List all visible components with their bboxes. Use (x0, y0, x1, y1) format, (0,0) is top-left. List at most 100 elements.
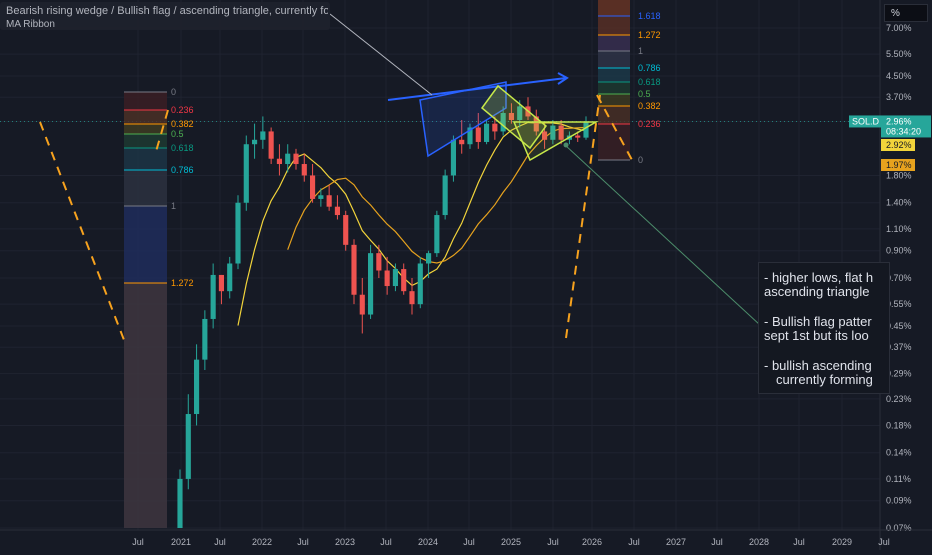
note-pointer-line (329, 13, 433, 96)
note-line: currently forming (776, 372, 873, 387)
fib-band (124, 206, 167, 283)
time-tick-label: Jul (878, 537, 890, 547)
note-line: - bullish ascending (764, 358, 872, 373)
fib-level-label: 1.272 (638, 30, 661, 40)
note-pointer-line (564, 144, 761, 326)
candle-body (492, 123, 498, 132)
price-tick-label: 5.50% (886, 49, 912, 59)
fib-projection-dash (154, 109, 169, 156)
fib-projection-dash (565, 94, 601, 339)
fib-band (124, 170, 167, 206)
fib-level-label: 0.5 (638, 89, 651, 99)
price-tick-label: 0.37% (886, 342, 912, 352)
note-line: - Bullish flag patter (764, 314, 872, 329)
time-tick-label: 2022 (252, 537, 272, 547)
candle-body (575, 135, 581, 138)
fib-projection-dash (39, 121, 125, 341)
fib-band (598, 106, 630, 124)
chart-patterns[interactable] (329, 13, 761, 326)
ma-fast-tag (881, 139, 915, 151)
price-tick-label: 0.29% (886, 369, 912, 379)
fib-retracement-right[interactable]: 1.618 1.272 1 0.786 0.618 0.5 0.382 0.236 0 (598, 0, 661, 165)
price-tick-label: 1.80% (886, 170, 912, 180)
candle-body (276, 158, 282, 165)
fib-level-label: 0 (638, 155, 643, 165)
time-tick-label: 2021 (171, 537, 191, 547)
indicator-name: MA Ribbon (6, 19, 55, 30)
projection-dashes[interactable] (39, 94, 633, 341)
candle-body (293, 153, 299, 165)
symbol-tag (849, 115, 881, 128)
fib-level-label: 0.618 (171, 143, 194, 153)
candle-body (218, 274, 224, 292)
fib-band (124, 148, 167, 170)
fib-band (598, 0, 630, 16)
time-tick-label: Jul (380, 537, 392, 547)
time-tick-label: 2029 (832, 537, 852, 547)
candle-body (508, 112, 514, 120)
candle-body (484, 123, 490, 142)
price-axis[interactable]: 7.00% 5.50% 4.50% 3.70% 2.96% 1.80% 1.40% 1.10%… (879, 0, 932, 550)
candle-body (351, 244, 357, 295)
fib-band (598, 82, 630, 94)
candle-body (268, 131, 274, 159)
time-tick-label: Jul (628, 537, 640, 547)
fib-level-label: 0.236 (638, 119, 661, 129)
price-tick-label: 0.18% (886, 420, 912, 430)
candle-body (227, 263, 233, 292)
price-tick-label: 4.50% (886, 71, 912, 81)
candle-body (459, 139, 465, 145)
chart-legend[interactable]: Bearish rising wedge / Bullish flag / as… (0, 2, 330, 30)
fib-band (124, 124, 167, 134)
fib-band (598, 94, 630, 106)
note-line: - higher lows, flat h (764, 270, 874, 285)
candle-body (177, 478, 183, 528)
idea-title: Bearish rising wedge / Bullish flag / as… (6, 5, 328, 17)
candle-body (384, 270, 390, 287)
ma-slow-line (287, 126, 587, 264)
annotation-note[interactable]: - higher lows, flat h ascending triangle… (758, 262, 890, 394)
candle-body (210, 274, 216, 319)
time-tick-label: 2023 (335, 537, 355, 547)
time-tick-label: 2024 (418, 537, 438, 547)
candle-body (252, 139, 258, 145)
price-tick-label: 0.70% (886, 273, 912, 283)
candle-body (550, 125, 556, 140)
candle-body (334, 206, 340, 216)
fib-band (124, 110, 167, 124)
time-tick-label: 2025 (501, 537, 521, 547)
fib-band (598, 124, 630, 160)
candle-body (542, 131, 548, 140)
scale-toggle-button[interactable]: % (884, 4, 928, 22)
candle-body (202, 318, 208, 360)
candle-body (376, 253, 382, 271)
candle-body (185, 414, 191, 479)
candle-body (343, 215, 349, 245)
candle-body (235, 202, 241, 264)
candle-body (359, 294, 365, 315)
price-tick-label: 0.45% (886, 321, 912, 331)
candle-body (301, 164, 307, 176)
candle-body (326, 195, 332, 207)
candle-body (434, 215, 440, 254)
fib-level-label: 1 (638, 46, 643, 56)
candle-body (533, 116, 539, 132)
price-tick-label: 3.70% (886, 92, 912, 102)
note-line: sept 1st but its loo (764, 328, 869, 343)
ma-slow-tag (881, 159, 915, 171)
fib-level-label: 0.236 (171, 105, 194, 115)
candles (177, 97, 589, 528)
symbol-tag-label: SOL.D (852, 116, 880, 126)
fib-band (598, 16, 630, 35)
fib-band (124, 134, 167, 148)
price-tick-label: 0.23% (886, 394, 912, 404)
note-line: ascending triangle (764, 284, 870, 299)
fib-band (124, 283, 167, 528)
time-tick-label: Jul (793, 537, 805, 547)
candle-body (500, 112, 506, 132)
candle-body (194, 359, 200, 415)
time-axis[interactable]: Jul 2021 Jul 2022 Jul 2023 Jul 2024 Jul 2025 Jul 20… (0, 529, 932, 547)
